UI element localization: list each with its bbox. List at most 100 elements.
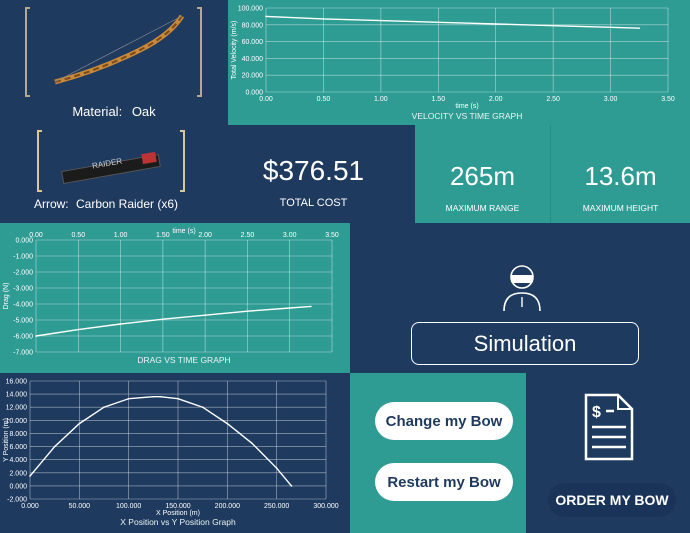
x-axis-label: time (s) [172,228,195,235]
max-height-panel: 13.6m MAXIMUM HEIGHT [550,125,690,223]
arrow-value: Carbon Raider (x6) [75,197,179,211]
x-tick-label: 2.00 [489,96,503,103]
data-point [609,26,612,29]
x-tick-label: 0.000 [21,503,39,510]
y-tick-label: 60.000 [242,39,264,46]
y-tick-label: 16.000 [6,379,28,386]
y-tick-label: -4.000 [13,302,33,309]
y-tick-label: 10.000 [6,418,28,425]
data-point [380,19,382,22]
data-point [162,318,164,320]
arrow-panel: RAIDER Arrow: Carbon Raider (x6) [0,125,212,223]
simulation-button[interactable]: Simulation [411,322,639,365]
total-cost-panel: $376.51 TOTAL COST [212,125,415,223]
data-point [246,310,249,312]
max-range-label: MAXIMUM RANGE [445,203,520,213]
invoice-icon: $ [584,393,634,461]
data-point [275,467,278,469]
y-tick-label: -2.000 [13,270,33,277]
x-tick-label: 100.000 [116,503,141,510]
x-tick-label: 3.50 [661,96,675,103]
data-point [53,445,56,448]
y-tick-label: -1.000 [13,254,33,261]
series-line [35,305,311,337]
drag-chart: 0.00 0.50 1.00 1.50 2.00 2.50 3.00 3.50 0.000 -1.… [3,228,339,365]
y-tick-label: 0.000 [15,238,33,245]
y-tick-label: 0.000 [9,483,27,490]
x-tick-label: 1.00 [114,232,128,239]
x-tick-label: 250.000 [264,503,289,510]
chart-title: X Position vs Y Position Graph [120,517,236,527]
drag-chart-panel: 0.00 0.50 1.00 1.50 2.00 2.50 3.00 3.50 0.000 -1.… [0,223,350,373]
x-axis-label: X Position (m) [156,510,200,517]
order-panel: $ ORDER MY BOW [526,373,690,533]
y-tick-label: 20.000 [242,73,264,80]
data-point [29,475,31,477]
y-tick-label: 100.000 [238,6,263,13]
data-point [35,335,37,337]
material-label: Material: [72,104,123,119]
data-point [119,323,122,325]
series-line [265,15,640,29]
data-point [159,395,162,398]
data-point [77,328,80,331]
trajectory-chart-panel: 0.000 50.000 100.000 150.000 200.000 250.000 3… [0,373,350,533]
chart-title: VELOCITY VS TIME GRAPH [412,111,523,121]
vr-user-icon [503,265,541,312]
data-point [127,397,130,400]
x-axis-label: time (s) [455,103,478,110]
data-point [103,406,105,409]
x-tick-label: 150.000 [165,503,190,510]
bow-panel: Material: Oak [0,0,228,125]
y-tick-label: 14.000 [6,392,28,399]
data-point [177,397,179,400]
y-tick-label: 2.000 [9,470,27,477]
y-tick-label: 80.000 [242,22,264,29]
x-tick-label: 0.00 [259,96,273,103]
change-bow-button[interactable]: Change my Bow [375,402,513,440]
y-tick-label: 40.000 [242,56,264,63]
bow-image [25,7,202,97]
order-bow-button[interactable]: ORDER MY BOW [548,483,676,517]
x-tick-label: 300.000 [313,503,338,510]
data-point [265,15,267,18]
y-tick-label: 6.000 [9,444,27,451]
y-axis-label: Total Velocity (m/s) [231,21,238,80]
max-range-panel: 265m MAXIMUM RANGE [415,125,550,223]
max-range-value: 265m [449,161,516,191]
x-tick-label: 2.50 [241,232,255,239]
data-point [226,422,229,425]
data-point [322,18,325,20]
actions-panel: Change my Bow Restart my Bow [350,373,526,533]
x-tick-label: 3.00 [604,96,618,103]
order-bow-label: ORDER MY BOW [555,492,669,508]
y-tick-label: -7.000 [13,350,33,357]
arrow-image [37,130,185,192]
restart-bow-button[interactable]: Restart my Bow [375,463,513,501]
x-tick-label: 50.000 [69,503,91,510]
y-tick-label: -2.000 [7,497,27,504]
y-tick-label: 12.000 [6,405,28,412]
x-tick-label: 2.00 [198,232,212,239]
simulation-button-label: Simulation [473,330,577,356]
data-point [437,21,440,24]
max-height-label: MAXIMUM HEIGHT [582,203,659,213]
data-point [552,24,554,27]
max-height-value: 13.6m [584,161,657,191]
data-point [78,422,81,425]
velocity-chart: 0.00 0.50 1.00 1.50 2.00 2.50 3.00 3.50 0.000 20.… [231,6,675,122]
x-tick-label: 0.50 [71,232,85,239]
data-point [201,406,204,409]
y-tick-label: 4.000 [9,457,27,464]
data-point [152,395,155,398]
data-point [204,314,206,316]
arrow-label: Arrow: [33,197,69,211]
total-cost-label: TOTAL COST [279,197,348,209]
y-axis-label: Drag (N) [3,283,10,310]
y-tick-label: -3.000 [13,286,33,293]
material-value: Oak [131,104,156,119]
velocity-chart-panel: 0.00 0.50 1.00 1.50 2.00 2.50 3.00 3.50 0.000 20.… [228,0,690,125]
data-point [310,305,312,308]
x-tick-label: 3.50 [325,232,339,239]
total-cost-value: $376.51 [262,155,365,186]
